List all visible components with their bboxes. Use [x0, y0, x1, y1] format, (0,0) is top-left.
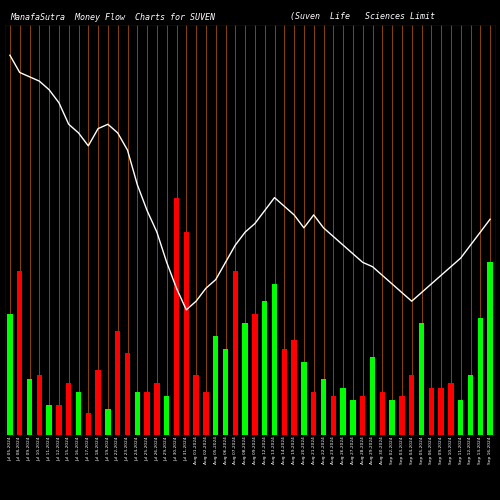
Bar: [184, 232, 189, 435]
Bar: [330, 396, 336, 435]
Bar: [252, 314, 258, 435]
Bar: [232, 271, 238, 435]
Bar: [419, 323, 424, 435]
Bar: [360, 396, 366, 435]
Bar: [194, 374, 199, 435]
Bar: [478, 318, 483, 435]
Bar: [301, 362, 306, 435]
Bar: [292, 340, 297, 435]
Bar: [438, 388, 444, 435]
Bar: [223, 348, 228, 435]
Bar: [86, 414, 91, 435]
Bar: [213, 336, 218, 435]
Bar: [17, 271, 22, 435]
Bar: [272, 284, 277, 435]
Bar: [390, 400, 395, 435]
Bar: [96, 370, 101, 435]
Bar: [311, 392, 316, 435]
Bar: [174, 198, 179, 435]
Bar: [203, 392, 208, 435]
Bar: [134, 392, 140, 435]
Bar: [380, 392, 385, 435]
Bar: [370, 358, 375, 435]
Bar: [115, 332, 120, 435]
Text: (Suven  Life   Sciences Limit: (Suven Life Sciences Limit: [290, 12, 435, 22]
Bar: [56, 405, 62, 435]
Bar: [282, 348, 287, 435]
Bar: [7, 314, 12, 435]
Bar: [154, 383, 160, 435]
Bar: [350, 400, 356, 435]
Text: ManafaSutra  Money Flow  Charts for SUVEN: ManafaSutra Money Flow Charts for SUVEN: [10, 12, 215, 22]
Bar: [488, 262, 493, 435]
Bar: [458, 400, 464, 435]
Bar: [66, 383, 71, 435]
Bar: [164, 396, 170, 435]
Bar: [105, 409, 110, 435]
Bar: [46, 405, 52, 435]
Bar: [36, 374, 42, 435]
Bar: [409, 374, 414, 435]
Bar: [340, 388, 346, 435]
Bar: [27, 379, 32, 435]
Bar: [144, 392, 150, 435]
Bar: [125, 353, 130, 435]
Bar: [448, 383, 454, 435]
Bar: [262, 301, 268, 435]
Bar: [76, 392, 81, 435]
Bar: [468, 374, 473, 435]
Bar: [428, 388, 434, 435]
Bar: [399, 396, 404, 435]
Bar: [242, 323, 248, 435]
Bar: [321, 379, 326, 435]
